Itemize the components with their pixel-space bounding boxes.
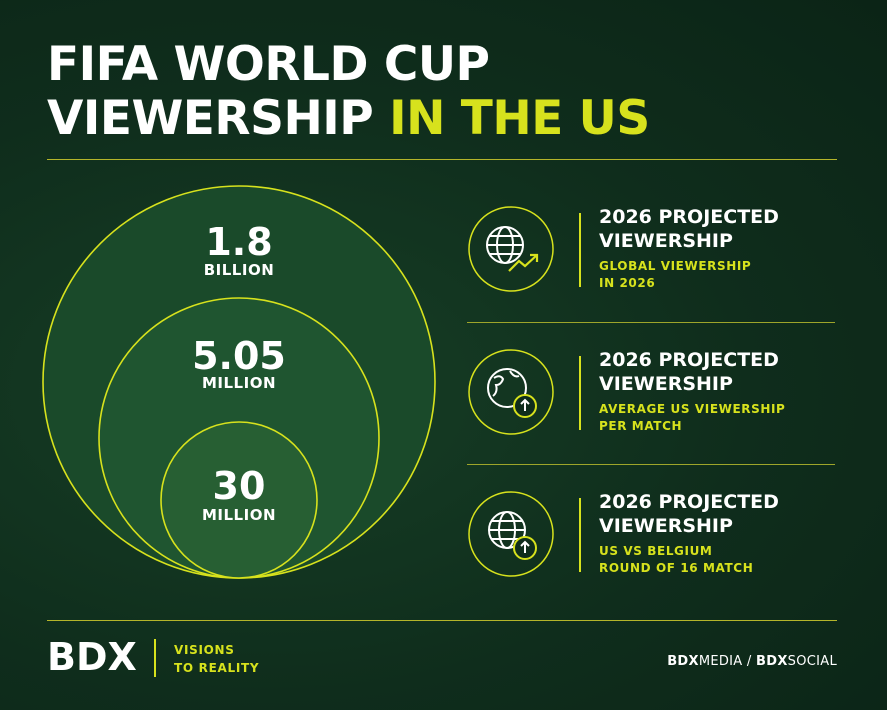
card-separator [467,322,835,323]
card-heading: 2026 PROJECTED VIEWERSHIP [599,490,779,538]
page-title: FIFA WORLD CUP VIEWERSHIP IN THE US [47,38,650,146]
card-heading-line-1: 2026 PROJECTED [599,206,779,228]
card-heading-line-2: VIEWERSHIP [599,373,733,395]
bdxsocial-bold: BDX [756,654,788,669]
title-line-2: VIEWERSHIP [47,91,374,146]
bdxmedia-bold: BDX [667,654,699,669]
footer-separator: / [742,654,757,669]
top-divider [47,159,837,160]
card-heading-line-2: VIEWERSHIP [599,230,733,252]
footer-brands: BDXMEDIA / BDXSOCIAL [667,654,837,669]
world-map-up-icon [468,349,554,435]
brand-tagline: VISIONS TO REALITY [174,641,259,677]
card-heading-line-1: 2026 PROJECTED [599,349,779,371]
card-subtext-line-1: AVERAGE US VIEWERSHIP [599,402,786,416]
tagline-line-2: TO REALITY [174,661,260,675]
title-line-1: FIFA WORLD CUP [47,37,490,92]
brand-logo: BDX [47,635,137,679]
card-subtext: US VS BELGIUM ROUND OF 16 MATCH [599,543,753,577]
bdxmedia-light: MEDIA [698,654,743,669]
stat-card-us-belgium: 2026 PROJECTED VIEWERSHIP US VS BELGIUM … [467,490,837,590]
circle-3-number: 30 [212,464,266,508]
card-subtext: GLOBAL VIEWERSHIP IN 2026 [599,258,751,292]
card-heading-line-1: 2026 PROJECTED [599,491,779,513]
card-divider [579,356,581,430]
bdxsocial-light: SOCIAL [787,654,837,669]
circle-2-number: 5.05 [192,334,286,378]
tagline-line-1: VISIONS [174,643,235,657]
inner-circle [160,421,318,579]
globe-growth-icon [468,206,554,292]
bottom-divider [47,620,837,621]
card-subtext-line-2: PER MATCH [599,419,683,433]
globe-up-icon [468,491,554,577]
card-heading: 2026 PROJECTED VIEWERSHIP [599,348,779,396]
stat-card-us-average: 2026 PROJECTED VIEWERSHIP AVERAGE US VIE… [467,348,837,448]
card-heading-line-2: VIEWERSHIP [599,515,733,537]
circle-2-unit: MILLION [201,374,276,392]
card-subtext-line-2: ROUND OF 16 MATCH [599,561,754,575]
card-heading: 2026 PROJECTED VIEWERSHIP [599,205,779,253]
title-highlight: IN THE US [389,91,650,146]
brand-divider [154,639,156,677]
circle-1-unit: BILLION [203,261,275,279]
card-divider [579,213,581,287]
card-subtext-line-1: US VS BELGIUM [599,544,713,558]
card-subtext-line-2: IN 2026 [599,276,656,290]
card-divider [579,498,581,572]
card-subtext-line-1: GLOBAL VIEWERSHIP [599,259,752,273]
card-separator [467,464,835,465]
circle-3-unit: MILLION [201,506,276,524]
stat-card-global: 2026 PROJECTED VIEWERSHIP GLOBAL VIEWERS… [467,205,837,305]
card-subtext: AVERAGE US VIEWERSHIP PER MATCH [599,401,785,435]
circle-1-number: 1.8 [205,220,273,264]
